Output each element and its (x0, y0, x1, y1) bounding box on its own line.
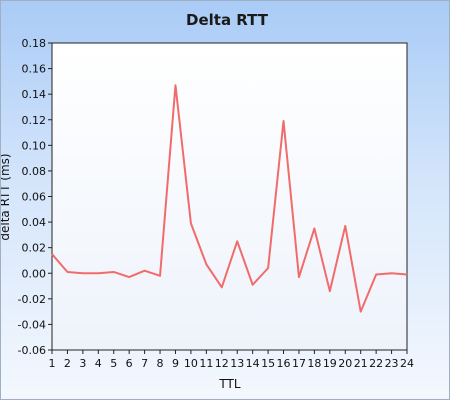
y-tick-label: 0.10 (22, 139, 47, 152)
y-tick-label: 0.18 (22, 37, 47, 50)
x-tick-label: 13 (230, 357, 244, 370)
y-tick-label: 0.08 (22, 165, 47, 178)
y-axis-ticks: -0.06 -0.04 -0.02 0.00 0.02 0.04 0.06 0.08 0.10 0… (18, 37, 52, 357)
y-tick-label: 0.00 (22, 267, 47, 280)
x-tick-label: 9 (172, 357, 179, 370)
x-axis-title: TTL (218, 377, 240, 391)
y-tick-label: 0.12 (22, 114, 47, 127)
y-tick-label: -0.04 (18, 318, 46, 331)
x-tick-label: 11 (199, 357, 213, 370)
y-tick-label: 0.04 (22, 216, 47, 229)
x-tick-label: 8 (157, 357, 164, 370)
x-tick-label: 17 (292, 357, 306, 370)
x-tick-label: 16 (277, 357, 291, 370)
x-tick-label: 2 (64, 357, 71, 370)
x-tick-label: 5 (110, 357, 117, 370)
y-tick-label: -0.02 (18, 293, 46, 306)
x-tick-label: 24 (400, 357, 414, 370)
y-tick-label: -0.06 (18, 344, 46, 357)
y-tick-label: 0.06 (22, 191, 47, 204)
y-tick-label: 0.02 (22, 242, 47, 255)
x-tick-label: 19 (323, 357, 337, 370)
x-tick-label: 10 (184, 357, 198, 370)
plot-area (52, 43, 407, 350)
x-tick-label: 7 (141, 357, 148, 370)
x-tick-label: 23 (385, 357, 399, 370)
chart-title: Delta RTT (186, 11, 269, 29)
x-tick-label: 4 (95, 357, 102, 370)
y-tick-label: 0.16 (22, 63, 47, 76)
x-tick-label: 18 (307, 357, 321, 370)
x-tick-label: 21 (354, 357, 368, 370)
x-tick-label: 14 (246, 357, 260, 370)
y-axis-title: delta RTT (ms) (1, 153, 12, 240)
x-tick-label: 20 (338, 357, 352, 370)
x-tick-label: 1 (49, 357, 56, 370)
x-tick-label: 12 (215, 357, 229, 370)
x-tick-label: 6 (126, 357, 133, 370)
x-tick-label: 22 (369, 357, 383, 370)
x-tick-label: 15 (261, 357, 275, 370)
y-tick-label: 0.14 (22, 88, 47, 101)
x-tick-label: 3 (79, 357, 86, 370)
